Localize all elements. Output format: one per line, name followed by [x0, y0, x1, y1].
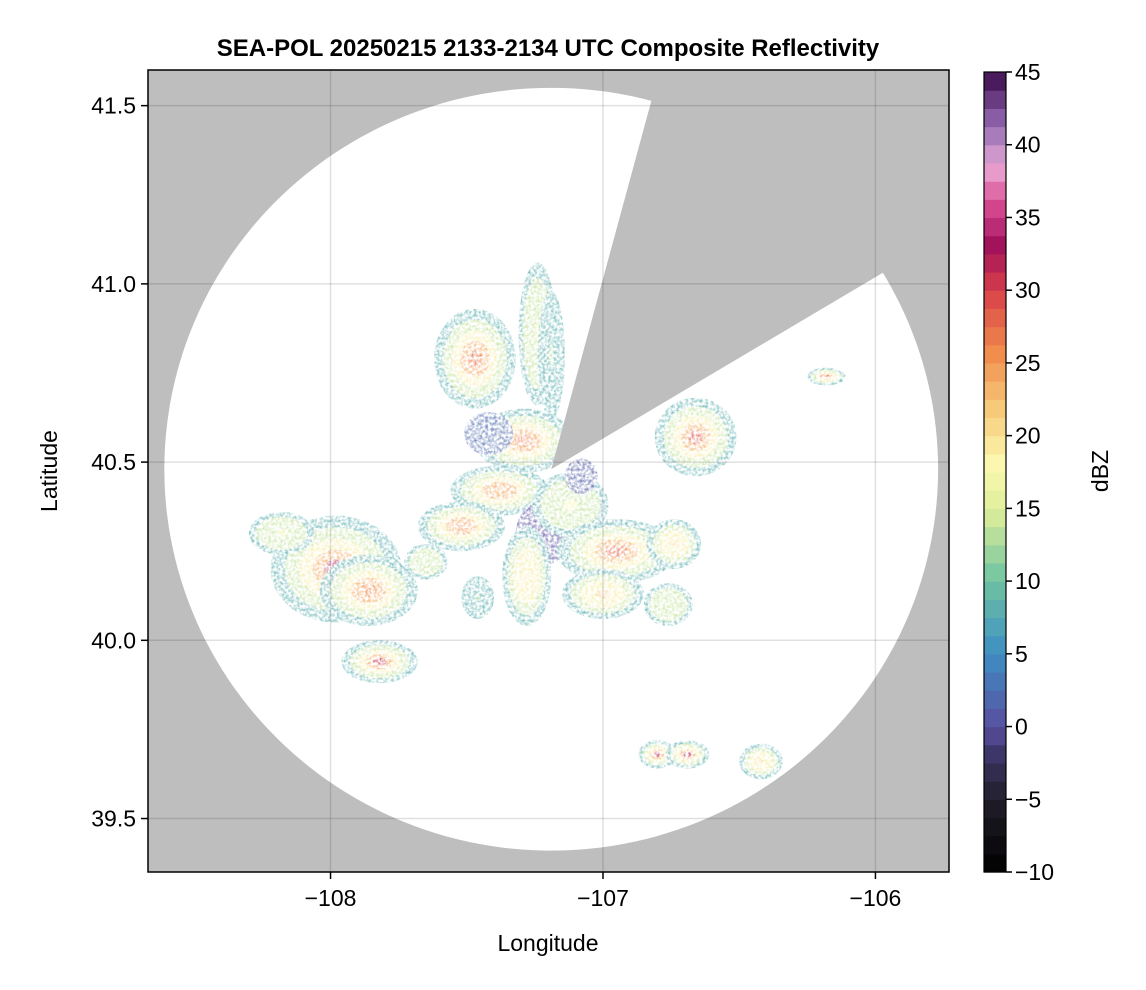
- echo-cell: [562, 569, 644, 619]
- colorbar-bin: [984, 90, 1006, 109]
- plot-area: [148, 70, 949, 872]
- colorbar-tick-label: −10: [1015, 859, 1054, 885]
- colorbar-tick-label: 10: [1015, 568, 1041, 594]
- colorbar-frame: [983, 71, 1007, 873]
- plot-frame: [147, 69, 950, 873]
- colorbar-bin: [984, 562, 1006, 582]
- colorbar-bin: [984, 708, 1006, 728]
- x-axis-label: Longitude: [497, 930, 598, 956]
- colorbar-tick-label: 30: [1015, 277, 1041, 303]
- colorbar-tick-label: 40: [1015, 132, 1041, 158]
- colorbar-bin: [984, 672, 1006, 691]
- colorbar-bin: [984, 472, 1006, 491]
- echo-cell: [646, 519, 702, 570]
- echo-cell: [464, 412, 514, 455]
- colorbar-tick-label: 25: [1015, 350, 1041, 376]
- colorbar-bin: [984, 162, 1006, 182]
- colorbar-bin: [984, 526, 1006, 546]
- y-tick-label: 40.5: [91, 449, 136, 475]
- colorbar-bin: [984, 835, 1006, 855]
- colorbar-tick-label: 15: [1015, 495, 1041, 521]
- colorbar-tick-label: 35: [1015, 204, 1041, 230]
- colorbar-bin: [984, 326, 1006, 346]
- colorbar-bin: [984, 435, 1006, 455]
- echo-cell: [248, 511, 315, 555]
- colorbar-bin: [984, 490, 1006, 509]
- colorbar-bin: [984, 108, 1006, 128]
- echo-cell: [474, 408, 574, 473]
- colorbar-tick-label: 45: [1015, 59, 1041, 85]
- echo-cell: [807, 367, 846, 386]
- colorbar-bin: [984, 799, 1006, 819]
- colorbar-bin: [984, 72, 1006, 91]
- echo-cell: [739, 743, 783, 780]
- x-axis: −108 −107 −106: [305, 872, 902, 911]
- echo-cell: [417, 501, 505, 552]
- colorbar-bin: [984, 453, 1006, 473]
- colorbar-bin: [984, 726, 1006, 746]
- colorbar-bin: [984, 381, 1006, 400]
- grid-lines: [148, 70, 949, 872]
- colorbar-bin: [984, 417, 1006, 437]
- colorbar-bin: [984, 762, 1006, 782]
- echo-cell: [643, 583, 693, 627]
- colorbar-bin: [984, 653, 1006, 673]
- colorbar-bin: [984, 308, 1006, 328]
- colorbar-bin: [984, 217, 1006, 237]
- colorbar-bin: [984, 508, 1006, 528]
- colorbar-bin: [984, 690, 1006, 709]
- colorbar-tick-label: 0: [1015, 714, 1028, 740]
- colorbar-bin: [984, 181, 1006, 200]
- echo-cell: [404, 544, 448, 580]
- echo-cell: [665, 740, 710, 769]
- colorbar-tick-label: −5: [1015, 786, 1041, 812]
- colorbar-bin: [984, 581, 1006, 600]
- y-axis: 39.5 40.0 40.5 41.0 41.5: [91, 93, 148, 832]
- chart-title: SEA-POL 20250215 2133-2134 UTC Composite…: [217, 35, 880, 62]
- colorbar-bin: [984, 199, 1006, 219]
- x-tick-label: −108: [305, 885, 357, 911]
- colorbar-bin: [984, 744, 1006, 764]
- colorbar-bin: [984, 853, 1006, 873]
- colorbar-bin: [984, 235, 1006, 255]
- colorbar-bin: [984, 781, 1006, 800]
- colorbar-bin: [984, 817, 1006, 837]
- echo-cell: [341, 640, 418, 684]
- echo-cell: [434, 308, 516, 409]
- colorbar-bin: [984, 362, 1006, 382]
- colorbar-bin: [984, 599, 1006, 619]
- echo-cell: [537, 290, 565, 420]
- x-tick-label: −106: [850, 885, 902, 911]
- echo-cell: [556, 519, 677, 584]
- y-tick-label: 39.5: [91, 806, 136, 832]
- y-tick-label: 40.0: [91, 627, 136, 653]
- echo-cell: [654, 397, 737, 477]
- colorbar-bin: [984, 617, 1006, 637]
- colorbar-bin: [984, 253, 1006, 273]
- y-tick-label: 41.5: [91, 93, 136, 119]
- reflectivity-echoes: [248, 262, 846, 780]
- colorbar-bin: [984, 635, 1006, 655]
- echo-cell: [319, 554, 418, 627]
- y-axis-label: Latitude: [36, 430, 62, 512]
- colorbar-bin: [984, 290, 1006, 309]
- echo-cell: [564, 458, 598, 495]
- colorbar-bin: [984, 544, 1006, 564]
- colorbar-bin: [984, 344, 1006, 364]
- colorbar-bin: [984, 126, 1006, 146]
- colorbar-tick-label: 20: [1015, 423, 1041, 449]
- colorbar-label: dBZ: [1087, 450, 1113, 492]
- colorbar-tick-label: 5: [1015, 641, 1028, 667]
- echo-cell: [502, 526, 552, 627]
- colorbar-bin: [984, 144, 1006, 164]
- x-tick-label: −107: [577, 885, 629, 911]
- echo-cell: [461, 576, 495, 619]
- y-tick-label: 41.0: [91, 271, 136, 297]
- colorbar-bin: [984, 272, 1006, 291]
- colorbar: −10 −5 0 5 10 15 20 25 30 35 40 45: [983, 59, 1054, 885]
- colorbar-bin: [984, 399, 1006, 419]
- echo-cell: [638, 740, 677, 769]
